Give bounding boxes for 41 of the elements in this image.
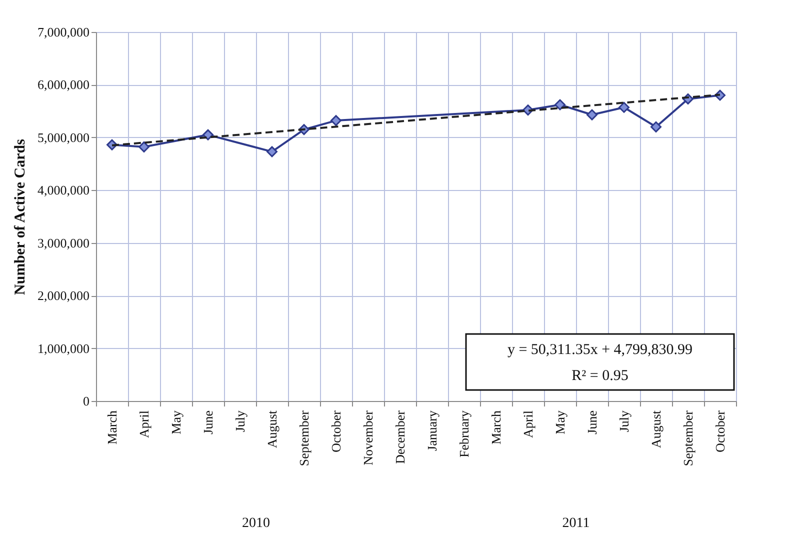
point xyxy=(554,99,566,110)
x-tick-label: July xyxy=(616,410,632,432)
point xyxy=(266,146,278,158)
y-tick-label: 4,000,000 xyxy=(38,182,90,198)
y-tick-label: 2,000,000 xyxy=(38,288,90,304)
y-tick-label: 0 xyxy=(83,394,90,408)
x-tick-label: March xyxy=(104,410,120,444)
x-tick-label: September xyxy=(296,410,312,466)
y-tick-label: 5,000,000 xyxy=(38,130,90,145)
x-tick-label: May xyxy=(168,410,184,434)
x-tick-label: June xyxy=(584,410,600,434)
x-tick-label: February xyxy=(456,410,472,458)
x-tick-label: April xyxy=(136,410,152,438)
x-tick-label: November xyxy=(360,410,376,466)
annotation: y = 50,311.35x + 4,799,830.99 xyxy=(507,342,693,358)
x-tick-label: August xyxy=(264,410,280,448)
y-tick-label: 6,000,000 xyxy=(38,77,90,92)
point xyxy=(618,102,630,113)
x-tick-label: May xyxy=(552,410,568,434)
x-tick-label: July xyxy=(232,410,248,432)
point xyxy=(650,121,662,132)
annotation: R² = 0.95 xyxy=(572,368,628,384)
text: 2010 xyxy=(242,516,270,531)
point xyxy=(138,141,150,152)
y-axis-title: Number of Active Cards xyxy=(12,138,28,295)
y-tick-label: 7,000,000 xyxy=(38,24,90,40)
x-tick-label: September xyxy=(680,410,696,466)
point xyxy=(586,109,598,120)
y-tick-label: 1,000,000 xyxy=(38,340,90,356)
x-tick-label: January xyxy=(424,410,440,451)
x-tick-label: April xyxy=(520,410,536,438)
x-tick-label: October xyxy=(328,410,344,452)
y-tick-label: 3,000,000 xyxy=(38,235,90,250)
point xyxy=(330,115,342,126)
point xyxy=(202,129,214,140)
x-tick-label: March xyxy=(488,410,504,444)
text: 2011 xyxy=(562,516,590,531)
x-tick-label: August xyxy=(648,410,664,448)
x-tick-label: October xyxy=(712,410,728,452)
x-tick-label: December xyxy=(392,410,408,464)
x-tick-label: June xyxy=(200,410,216,434)
